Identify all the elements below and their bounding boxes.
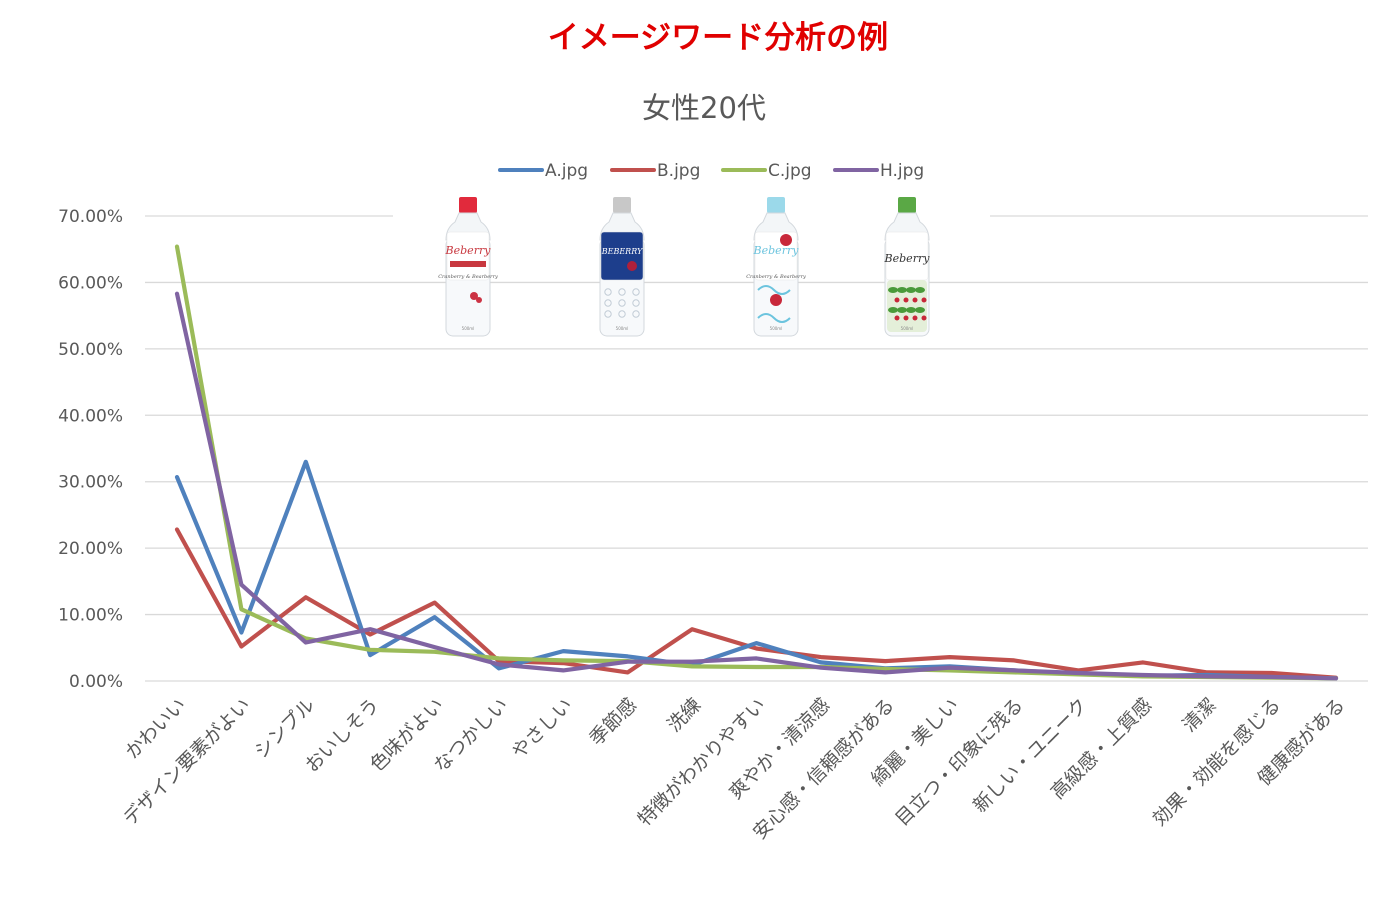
berry-icon	[470, 292, 478, 300]
bottle-volume-text: 500ml	[616, 326, 629, 331]
bottle-image-h: Beberry 500ml	[884, 197, 931, 337]
bottle-brand-text: BEBERRY	[601, 247, 643, 256]
berry-icon	[770, 294, 782, 306]
y-tick-label: 70.00%	[58, 207, 123, 227]
berry-icon	[921, 315, 927, 321]
berry-icon	[921, 297, 927, 303]
bottle-product-text: Cranberry & Bearberry	[746, 274, 806, 280]
x-tick-label: 清潔	[1178, 694, 1220, 736]
x-tick-label: 季節感	[585, 694, 641, 750]
bubble-icon	[618, 288, 626, 296]
y-tick-label: 20.00%	[58, 539, 123, 559]
gridlines	[145, 215, 1368, 682]
legend-label: B.jpg	[657, 161, 700, 181]
bubble-icon	[632, 288, 640, 296]
legend-label: C.jpg	[768, 161, 812, 181]
bubble-icon	[618, 299, 626, 307]
bottle-brand-text: Beberry	[445, 244, 492, 257]
bottle-cap	[613, 197, 631, 213]
berry-icon	[476, 297, 482, 303]
bottle-volume-text: 500ml	[770, 326, 783, 331]
y-tick-label: 10.00%	[58, 606, 123, 626]
bottle-label-band	[600, 231, 644, 281]
main-title: イメージワード分析の例	[548, 20, 888, 56]
x-axis-ticks: かわいいデザイン要素がよいシンプルおいしそう色味がよいなつかしいやさしい 季節感洗…	[119, 694, 1349, 844]
x-tick-label: 洗練	[663, 694, 705, 736]
leaf-icon	[915, 307, 925, 313]
chart-title: 女性20代	[642, 91, 766, 125]
bubble-icon	[604, 310, 612, 318]
bubble-icon	[604, 299, 612, 307]
legend: A.jpg B.jpg C.jpg H.jpg	[498, 161, 924, 181]
leaf-icon	[897, 287, 907, 293]
y-tick-label: 60.00%	[58, 273, 123, 293]
bubble-icon	[618, 310, 626, 318]
bottle-brand-text: Beberry	[884, 252, 931, 265]
bottle-cap	[898, 197, 916, 213]
berry-icon	[894, 297, 900, 303]
berry-icon	[912, 297, 918, 303]
leaf-icon	[915, 287, 925, 293]
bottle-image-a: Beberry Cranberry & Bearberry 500ml	[438, 197, 498, 337]
legend-label: A.jpg	[545, 161, 588, 181]
series-line-b	[174, 527, 1339, 680]
y-tick-label: 0.00%	[69, 672, 123, 692]
bottle-volume-text: 500ml	[462, 326, 475, 331]
series-line-h	[174, 291, 1339, 681]
leaf-icon	[888, 287, 898, 293]
y-tick-label: 40.00%	[58, 406, 123, 426]
bottle-image-c: Beberry Cranberry & Bearberry 500ml	[746, 197, 806, 337]
bottle-image-b: BEBERRY 500ml	[599, 197, 645, 337]
bottle-volume-text: 500ml	[901, 326, 914, 331]
x-tick-label: デザイン要素がよい	[119, 694, 255, 830]
bubble-icon	[632, 299, 640, 307]
series-lines	[174, 244, 1339, 681]
berry-icon	[903, 315, 909, 321]
berry-icon	[912, 315, 918, 321]
berry-icon	[780, 234, 792, 246]
leaf-icon	[897, 307, 907, 313]
y-tick-label: 50.00%	[58, 340, 123, 360]
bottle-brand-text: Beberry	[753, 244, 800, 257]
bottle-cap	[459, 197, 477, 213]
wave-decoration	[757, 285, 791, 295]
bottle-label-band	[446, 231, 490, 281]
leaf-icon	[888, 307, 898, 313]
x-tick-label: 新しい・ユニーク	[969, 694, 1092, 817]
berry-icon	[903, 297, 909, 303]
label-stripe	[450, 261, 486, 267]
leaf-icon	[906, 307, 916, 313]
bottle-product-text: Cranberry & Bearberry	[438, 274, 498, 280]
y-axis-ticks: 0.00% 10.00% 20.00% 30.00% 40.00% 50.00% 60.00…	[58, 207, 123, 692]
y-tick-label: 30.00%	[58, 473, 123, 493]
legend-label: H.jpg	[880, 161, 924, 181]
x-tick-label: やさしい	[508, 694, 577, 763]
wave-decoration	[757, 313, 791, 323]
bottle-cap	[767, 197, 785, 213]
bubble-icon	[604, 288, 612, 296]
berry-icon	[627, 261, 637, 271]
leaf-icon	[906, 287, 916, 293]
bubble-icon	[632, 310, 640, 318]
berry-icon	[894, 315, 900, 321]
